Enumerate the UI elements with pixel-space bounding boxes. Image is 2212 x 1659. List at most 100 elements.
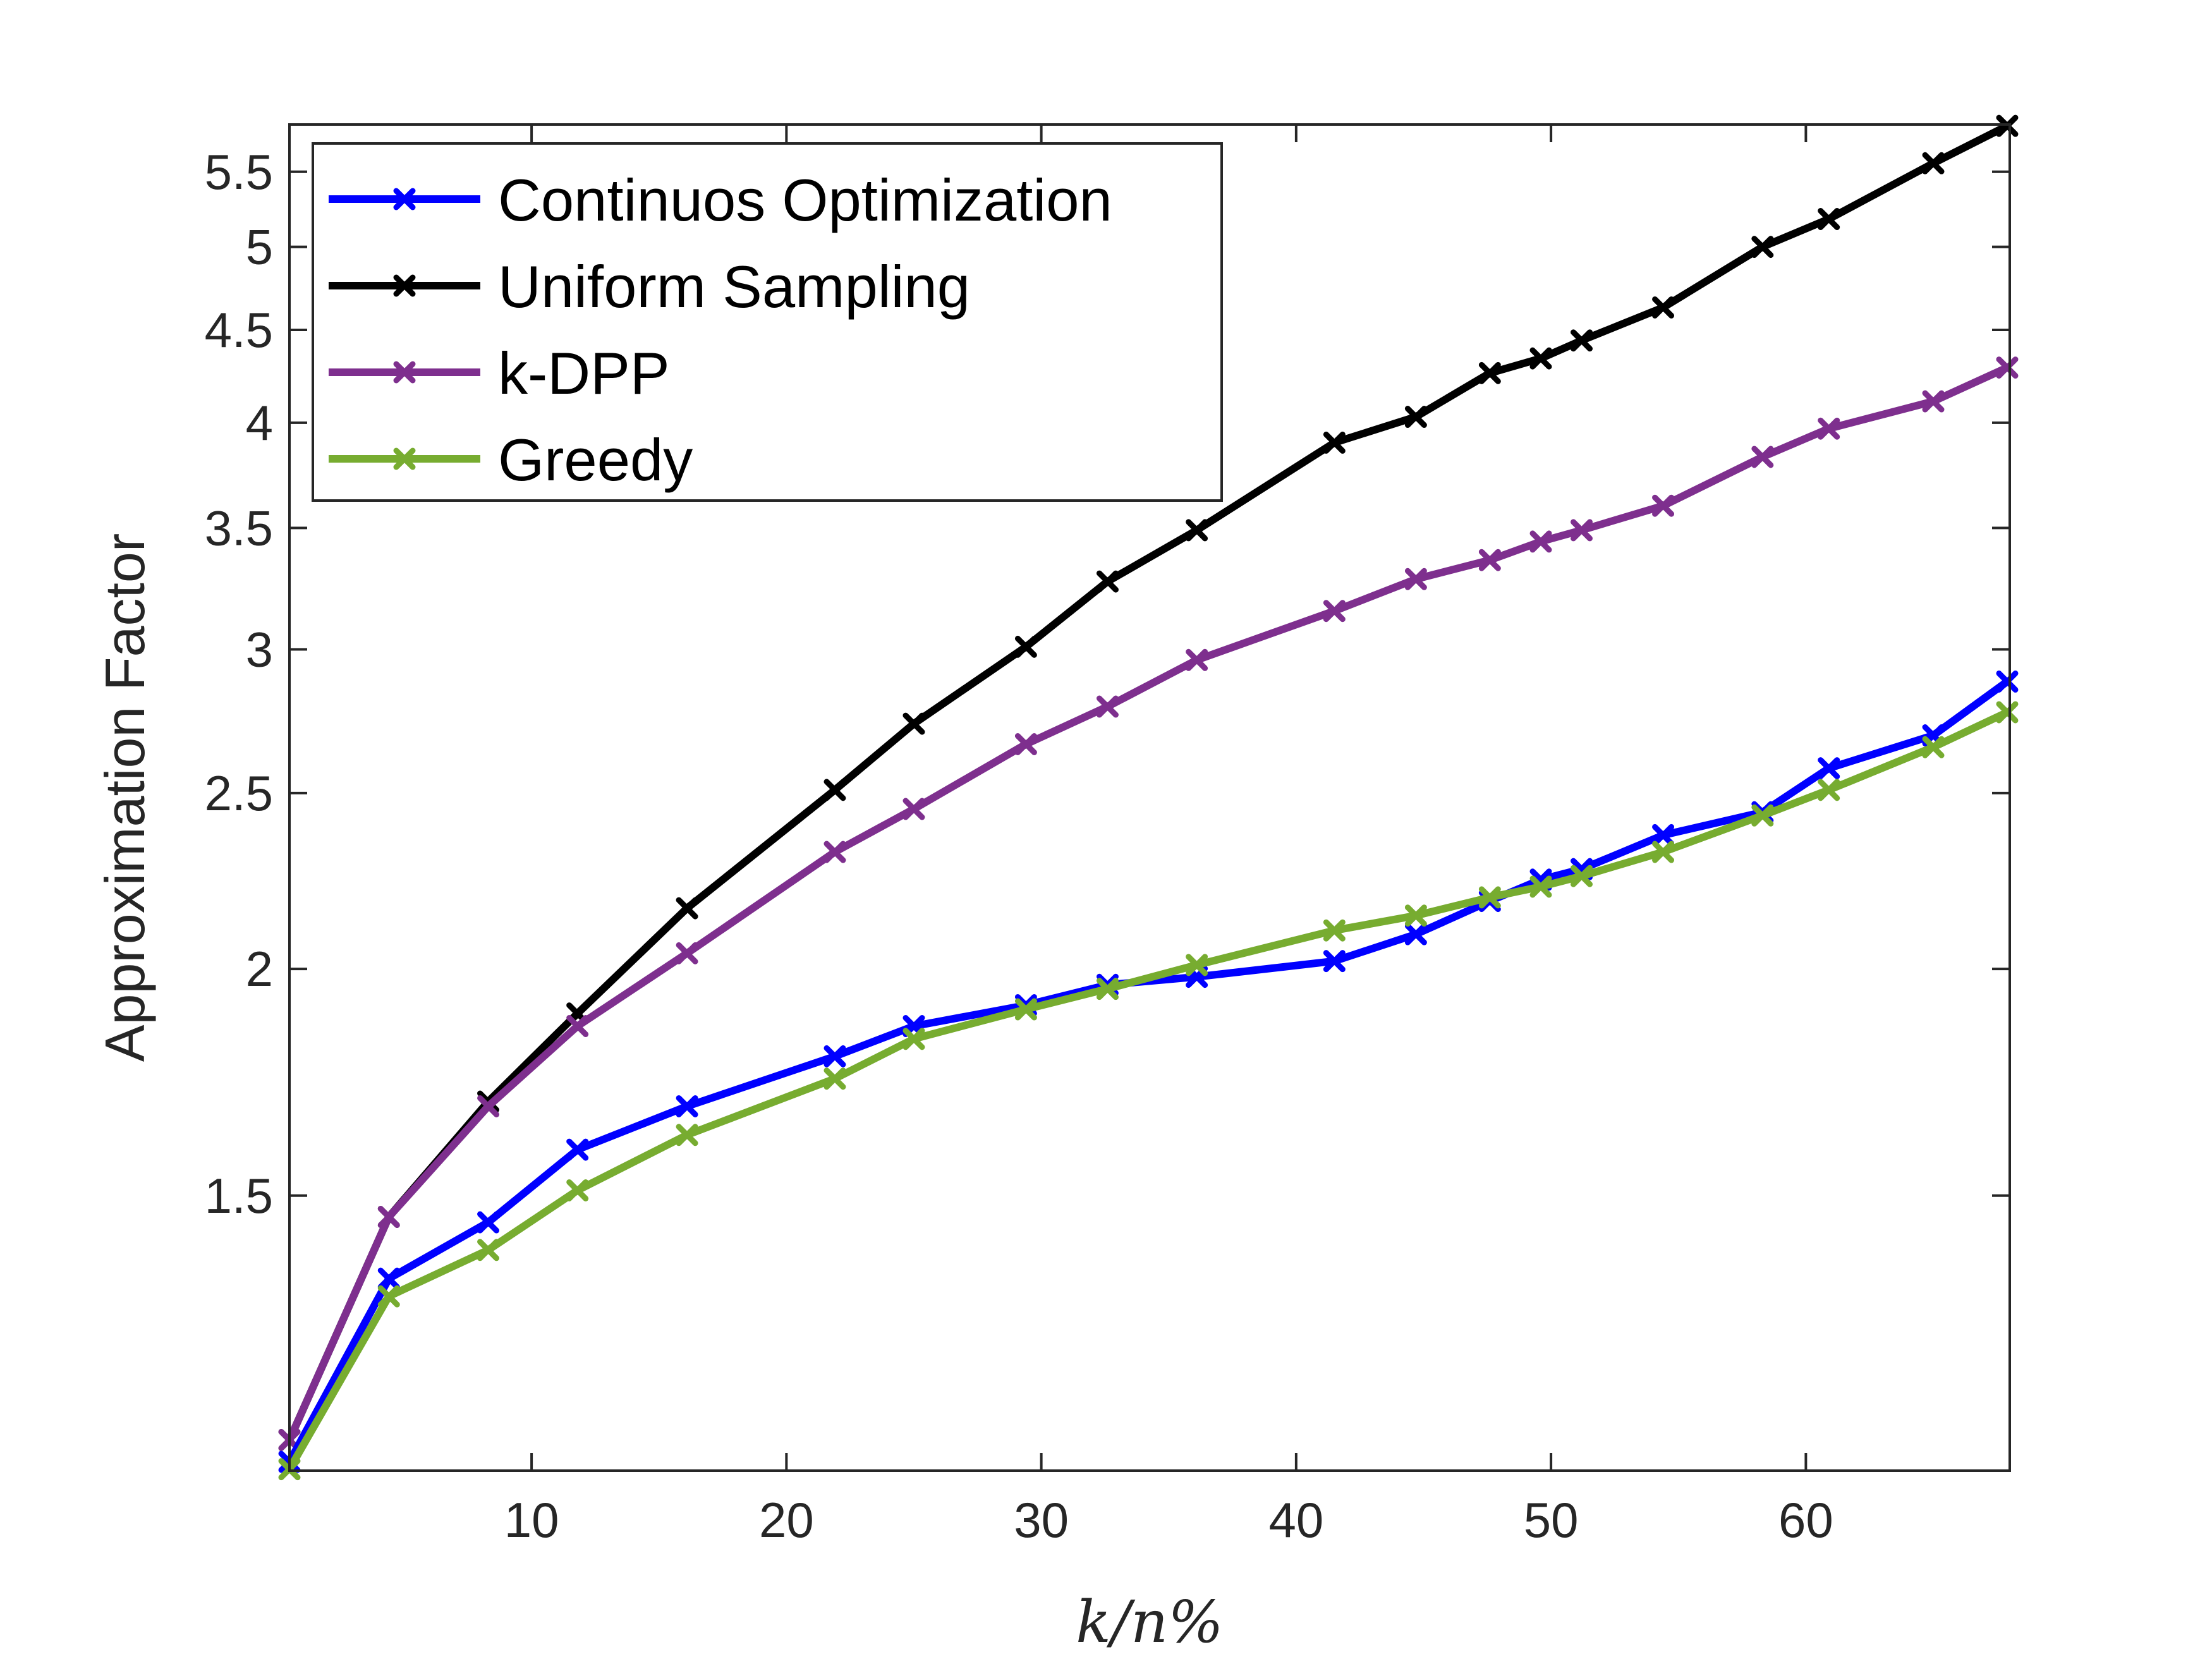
data-point-continuos-optimization-3 <box>566 1138 589 1161</box>
data-point-k-dpp-17 <box>1818 417 1840 440</box>
series-line-continuos-optimization <box>286 678 2011 1466</box>
data-point-uniform-sampling-5 <box>823 779 846 801</box>
x-tick-labels: 10 20 30 40 50 60 <box>504 1492 1833 1548</box>
data-point-greedy-4 <box>676 1124 698 1146</box>
data-point-uniform-sampling-10 <box>1323 431 1346 454</box>
data-point-greedy-7 <box>1014 998 1037 1021</box>
series-line-k-dpp <box>286 363 2011 1444</box>
data-point-continuos-optimization-19 <box>1996 670 2019 693</box>
data-point-uniform-sampling-8 <box>1096 570 1119 593</box>
data-point-k-dpp-12 <box>1478 549 1501 571</box>
legend-label-k-dpp: k-DPP <box>498 340 670 406</box>
data-point-k-dpp-10 <box>1323 600 1346 623</box>
data-point-k-dpp-7 <box>1014 733 1037 756</box>
x-tick-label-60: 60 <box>1778 1492 1833 1548</box>
series-line-greedy <box>286 708 2011 1473</box>
legend-marker-continuos-optimization <box>393 188 416 210</box>
data-point-continuos-optimization-15 <box>1652 823 1675 846</box>
y-tick-label-3: 3 <box>246 622 273 678</box>
legend-marker-k-dpp <box>393 361 416 384</box>
data-point-k-dpp-18 <box>1922 390 1945 413</box>
y-tick-label-3.5: 3.5 <box>205 500 273 556</box>
x-axis-label: k/n% <box>1076 1588 1223 1656</box>
data-point-k-dpp-14 <box>1571 519 1593 542</box>
data-point-greedy-3 <box>566 1179 589 1201</box>
data-point-greedy-17 <box>1818 779 1840 801</box>
data-point-uniform-sampling-17 <box>1818 208 1840 231</box>
x-tick-label-50: 50 <box>1524 1492 1579 1548</box>
data-point-uniform-sampling-18 <box>1922 152 1945 174</box>
series-line-uniform-sampling <box>286 122 2011 1444</box>
data-point-continuos-optimization-5 <box>823 1045 846 1067</box>
data-point-continuos-optimization-2 <box>477 1211 500 1234</box>
legend-item-k-dpp: k-DPP <box>329 340 670 406</box>
data-point-uniform-sampling-11 <box>1404 406 1427 428</box>
data-point-greedy-6 <box>902 1028 925 1050</box>
data-point-greedy-11 <box>1404 904 1427 927</box>
x-tick-label-10: 10 <box>504 1492 559 1548</box>
x-tick-label-30: 30 <box>1014 1492 1069 1548</box>
data-point-greedy-9 <box>1186 954 1208 976</box>
data-point-k-dpp-1 <box>377 1205 400 1228</box>
data-point-k-dpp-3 <box>566 1015 589 1038</box>
y-tick-label-1.5: 1.5 <box>205 1168 273 1224</box>
data-point-continuos-optimization-17 <box>1818 757 1840 780</box>
data-point-greedy-10 <box>1323 919 1346 942</box>
data-point-greedy-5 <box>823 1067 846 1090</box>
axis-ticks <box>289 125 2010 1471</box>
data-point-k-dpp-15 <box>1652 494 1675 517</box>
data-point-uniform-sampling-12 <box>1478 362 1501 384</box>
x-tick-label-40: 40 <box>1268 1492 1323 1548</box>
data-point-uniform-sampling-7 <box>1014 635 1037 658</box>
data-point-k-dpp-4 <box>676 942 698 964</box>
data-point-uniform-sampling-6 <box>902 712 925 735</box>
legend-label-uniform-sampling: Uniform Sampling <box>498 253 970 320</box>
y-tick-label-2: 2 <box>246 941 273 997</box>
data-point-k-dpp-5 <box>823 841 846 863</box>
y-tick-labels: 1.5 2 2.5 3 3.5 4 4.5 5 5.5 <box>205 144 273 1224</box>
legend-label-greedy: Greedy <box>498 427 693 493</box>
data-point-greedy-15 <box>1652 841 1675 863</box>
data-point-greedy-14 <box>1571 865 1593 887</box>
y-tick-label-4.5: 4.5 <box>205 302 273 358</box>
data-point-continuos-optimization-10 <box>1323 950 1346 973</box>
data-point-k-dpp-13 <box>1529 530 1552 553</box>
legend-marker-greedy <box>393 447 416 470</box>
legend-item-uniform-sampling: Uniform Sampling <box>329 253 970 320</box>
legend-marker-uniform-sampling <box>393 274 416 297</box>
data-point-k-dpp-11 <box>1404 568 1427 590</box>
legend-item-greedy: Greedy <box>329 427 693 493</box>
data-point-greedy-8 <box>1096 978 1119 1000</box>
series-layer <box>278 114 2019 1481</box>
y-tick-label-5.5: 5.5 <box>205 144 273 200</box>
data-point-k-dpp-9 <box>1186 648 1208 671</box>
legend-item-continuos-optimization: Continuos Optimization <box>329 167 1112 233</box>
data-point-greedy-13 <box>1529 875 1552 898</box>
data-point-greedy-18 <box>1922 736 1945 758</box>
data-point-uniform-sampling-4 <box>676 897 698 920</box>
y-tick-label-4: 4 <box>246 395 273 451</box>
data-point-k-dpp-8 <box>1096 695 1119 718</box>
data-point-k-dpp-19 <box>1996 356 2019 379</box>
data-point-uniform-sampling-15 <box>1652 296 1675 319</box>
data-point-greedy-16 <box>1751 804 1774 827</box>
data-point-k-dpp-2 <box>477 1095 500 1117</box>
data-point-k-dpp-16 <box>1751 446 1774 468</box>
data-point-k-dpp-6 <box>902 798 925 820</box>
data-point-continuos-optimization-1 <box>377 1267 400 1290</box>
data-point-continuos-optimization-11 <box>1404 923 1427 945</box>
legend-label-continuos-optimization: Continuos Optimization <box>498 167 1112 233</box>
x-tick-label-20: 20 <box>759 1492 814 1548</box>
data-point-uniform-sampling-14 <box>1571 329 1593 352</box>
legend-box <box>312 142 1223 502</box>
data-point-uniform-sampling-19 <box>1996 114 2019 137</box>
data-point-uniform-sampling-9 <box>1186 519 1208 542</box>
legend: Continuos Optimization Uniform Sampling k-… <box>312 142 1223 502</box>
y-axis-label: Approximation Factor <box>94 533 156 1062</box>
y-tick-label-2.5: 2.5 <box>205 765 273 821</box>
data-point-continuos-optimization-4 <box>676 1095 698 1117</box>
series-greedy <box>278 701 2019 1481</box>
data-point-greedy-12 <box>1478 886 1501 909</box>
plot-frame <box>288 123 2011 1472</box>
